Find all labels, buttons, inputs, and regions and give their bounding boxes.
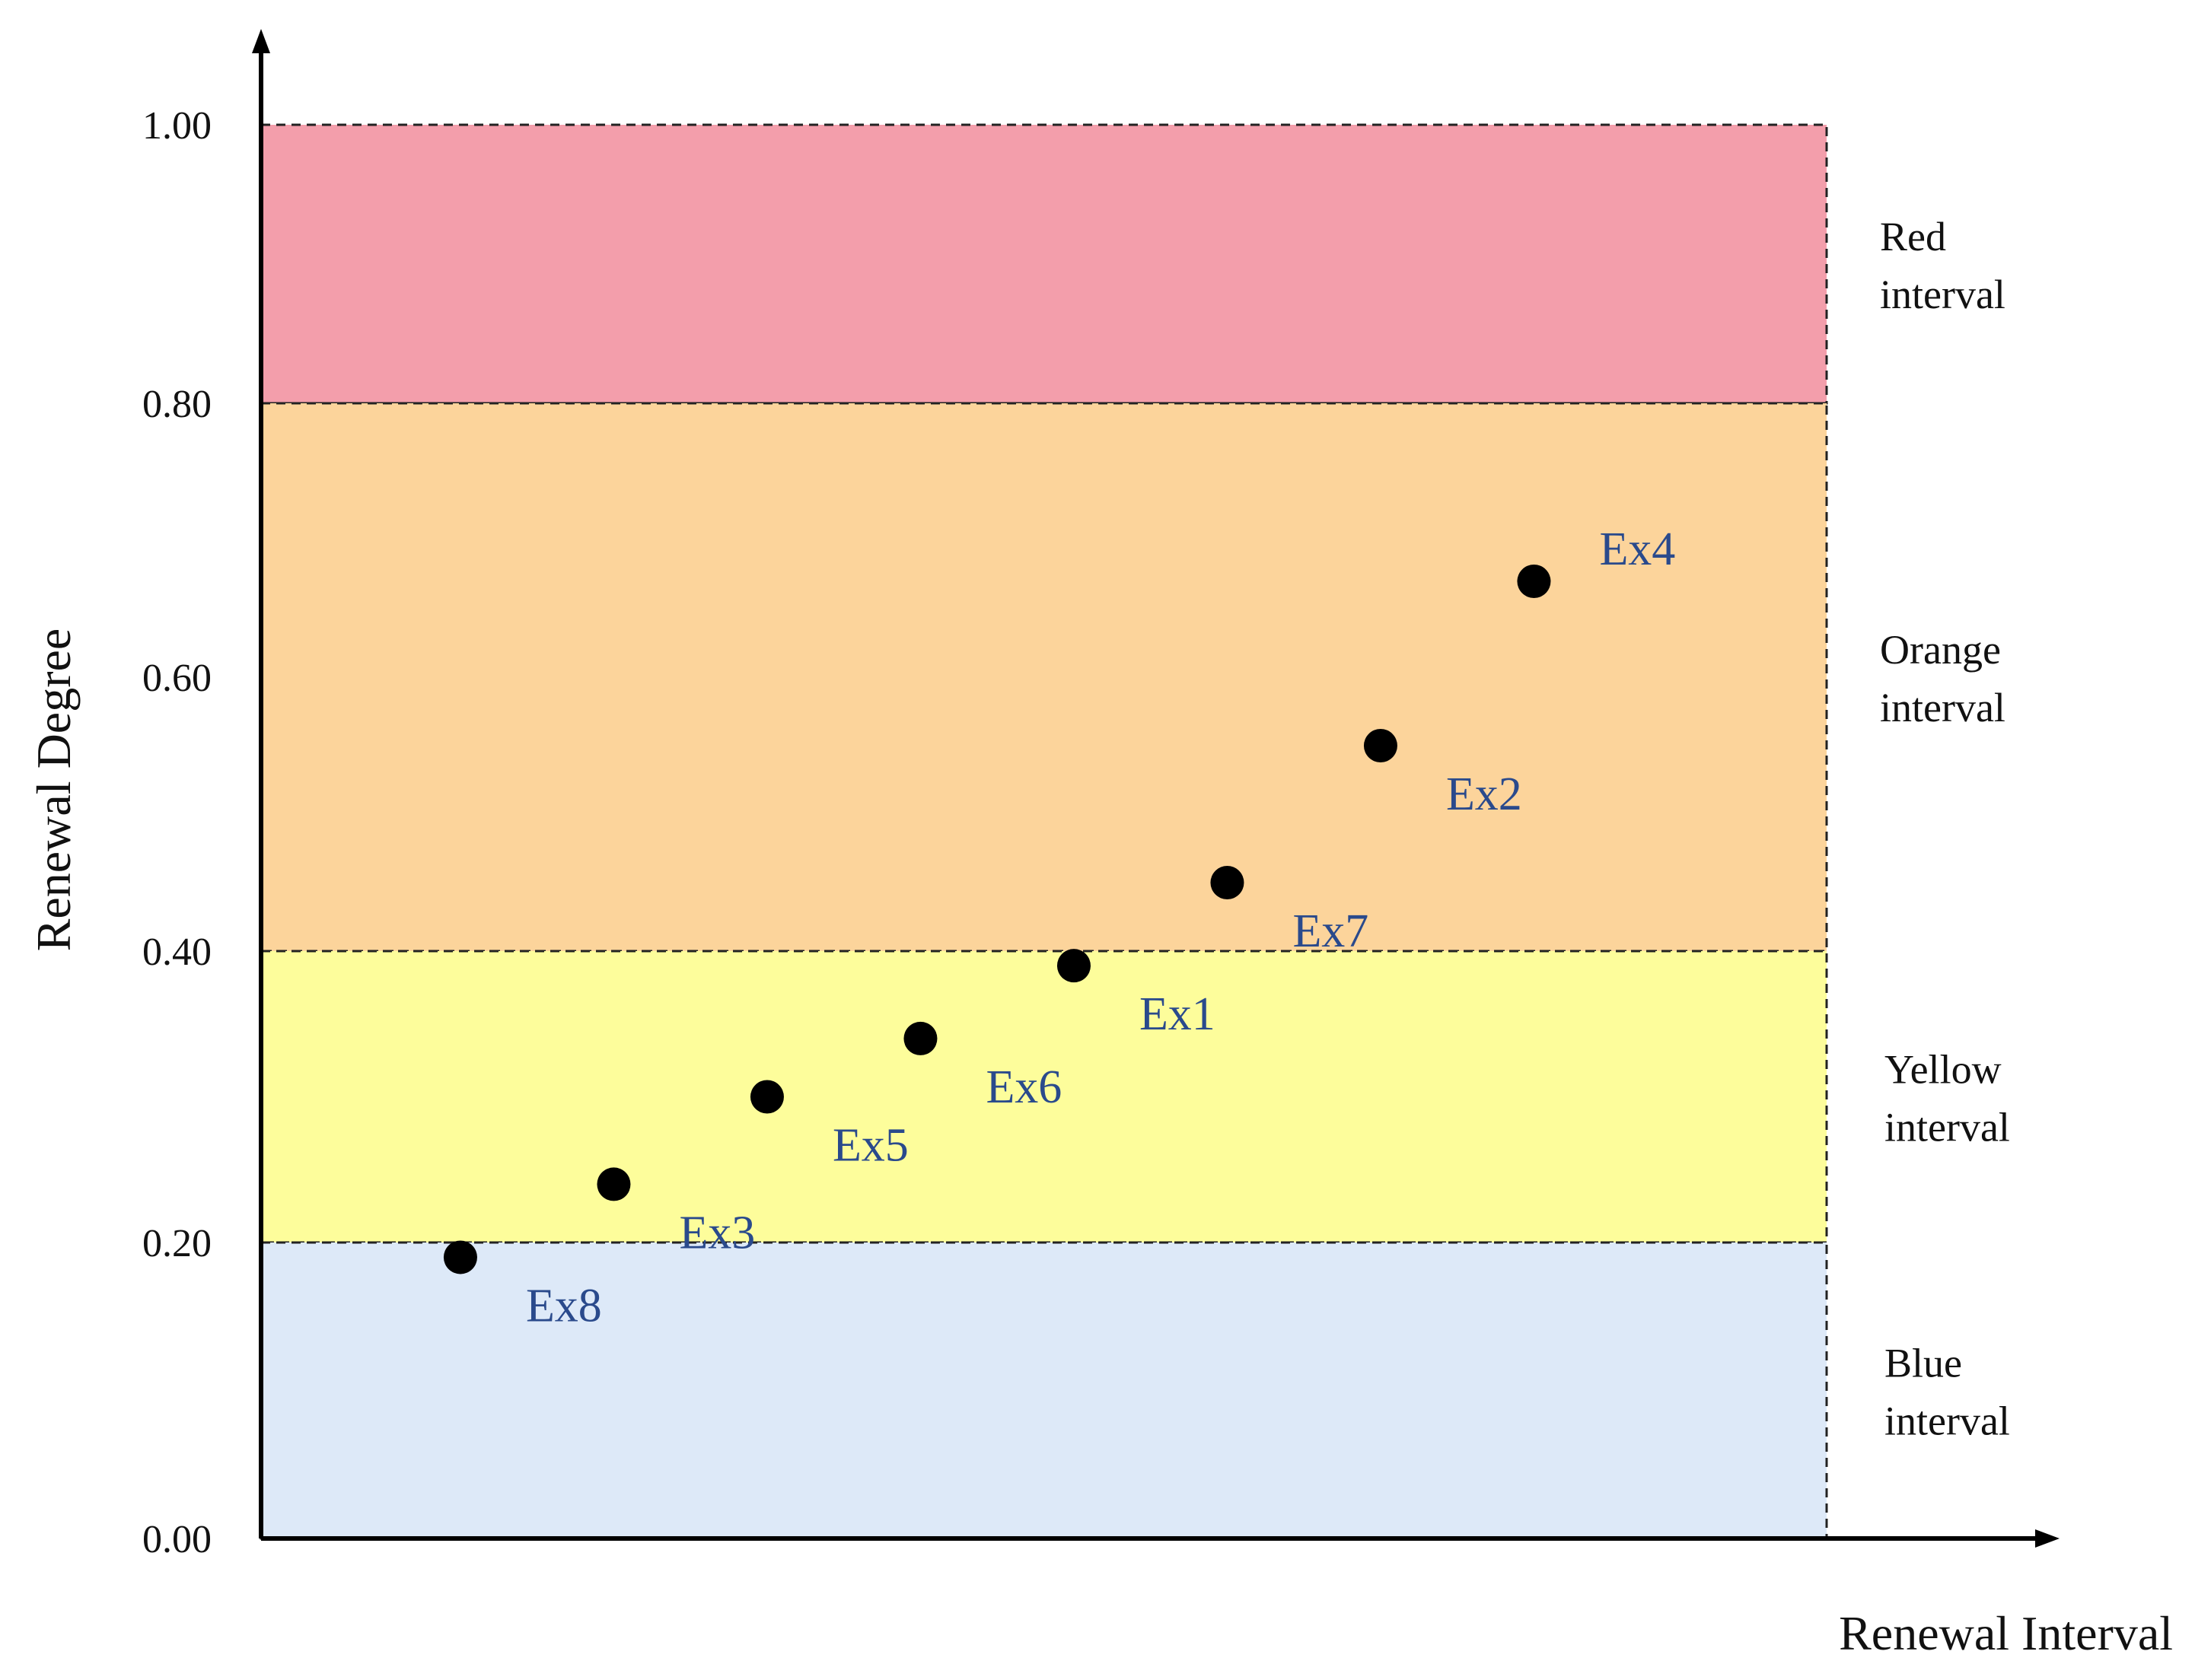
data-point-ex7 [1210, 866, 1244, 899]
band-label-red: Red interval [1880, 214, 2005, 317]
band-orange [260, 402, 1828, 953]
y-axis-ticks: 0.00 0.20 0.40 0.60 0.80 1.00 [142, 104, 212, 1561]
point-label-ex4: Ex4 [1599, 523, 1675, 575]
point-label-ex3: Ex3 [679, 1207, 755, 1258]
band-label-line: Blue [1884, 1341, 1962, 1386]
data-point-ex6 [903, 1021, 938, 1055]
band-yellow [260, 950, 1828, 1244]
data-point-ex5 [750, 1080, 784, 1114]
data-point-ex3 [597, 1167, 631, 1201]
interval-bands [260, 123, 1828, 1540]
band-label-yellow: Yellow interval [1884, 1047, 2010, 1150]
y-axis-arrowhead [252, 29, 270, 53]
band-label-line: interval [1884, 1105, 2010, 1150]
x-axis-title: Renewal Interval [1839, 1606, 2173, 1660]
y-tick-label: 1.00 [142, 104, 212, 148]
point-label-ex5: Ex5 [833, 1120, 909, 1172]
point-label-ex2: Ex2 [1446, 768, 1522, 820]
y-tick-label: 0.20 [142, 1222, 212, 1265]
y-axis-title: Renewal Degree [27, 628, 81, 952]
band-label-line: Red [1880, 214, 1946, 259]
point-label-ex7: Ex7 [1292, 905, 1368, 957]
data-point-ex8 [443, 1240, 477, 1274]
band-label-line: interval [1884, 1398, 2010, 1444]
point-label-ex1: Ex1 [1139, 988, 1215, 1040]
y-tick-label: 0.80 [142, 383, 212, 426]
band-label-line: interval [1880, 272, 2005, 317]
band-label-line: Yellow [1884, 1047, 2002, 1093]
y-tick-label: 0.40 [142, 931, 212, 974]
y-tick-label: 0.00 [142, 1518, 212, 1561]
point-label-ex6: Ex6 [986, 1061, 1062, 1113]
x-axis-arrowhead [2035, 1529, 2060, 1548]
band-label-blue: Blue interval [1884, 1341, 2010, 1444]
band-red [260, 123, 1828, 405]
data-point-ex2 [1363, 729, 1397, 762]
band-label-line: Orange [1880, 627, 2001, 673]
axes [252, 29, 2060, 1548]
point-label-ex8: Ex8 [526, 1280, 602, 1332]
band-label-orange: Orange interval [1880, 627, 2005, 730]
data-points: Ex8 Ex3 Ex5 Ex6 Ex1 Ex7 Ex2 Ex4 [443, 523, 1675, 1332]
y-tick-label: 0.60 [142, 657, 212, 700]
data-point-ex1 [1056, 949, 1091, 983]
band-blue [260, 1241, 1828, 1540]
band-label-line: interval [1880, 685, 2005, 730]
data-point-ex4 [1517, 565, 1551, 598]
